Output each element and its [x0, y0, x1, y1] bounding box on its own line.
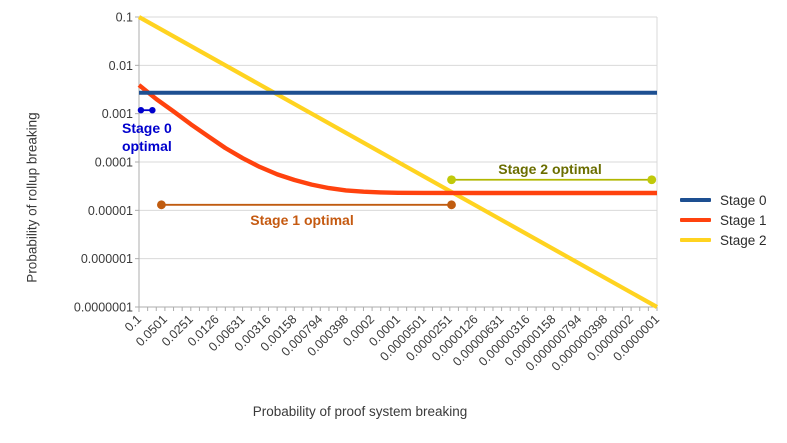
- y-axis-title: Probability of rollup breaking: [24, 112, 40, 283]
- stage-2-optimal-dot-end: [647, 175, 657, 185]
- legend-swatch-stage-0: [680, 198, 711, 202]
- y-tick-label-0.0001: 0.0001: [95, 156, 133, 170]
- x-axis-title: Probability of proof system breaking: [252, 404, 468, 419]
- legend-label-stage-2: Stage 2: [720, 232, 767, 248]
- stage-0-optimal-label: Stage 0: [122, 120, 172, 136]
- y-tick-label-0.0000001: 0.0000001: [74, 301, 133, 315]
- legend-item-stage-0: Stage 0: [680, 190, 767, 210]
- stage-1-optimal-dot-start: [157, 200, 166, 210]
- series-line-stage-1: [137, 83, 657, 196]
- y-tick-label-0.1: 0.1: [116, 11, 133, 25]
- series-line-stage-2: [137, 15, 659, 309]
- legend-swatch-stage-2: [680, 238, 711, 242]
- legend-item-stage-2: Stage 2: [680, 230, 767, 250]
- legend-item-stage-1: Stage 1: [680, 210, 767, 230]
- legend-label-stage-0: Stage 0: [720, 192, 767, 208]
- legend: Stage 0 Stage 1 Stage 2: [680, 190, 767, 250]
- stage-1-optimal-label: Stage 1 optimal: [250, 212, 353, 228]
- stage-2-optimal-dot-start: [447, 175, 456, 185]
- stage-0-optimal-dot-end: [149, 106, 156, 114]
- stage-1-optimal-dot-end: [447, 200, 456, 210]
- stage-2-optimal-label: Stage 2 optimal: [498, 161, 601, 177]
- y-tick-label-0.01: 0.01: [109, 59, 133, 73]
- y-tick-label-0.00001: 0.00001: [88, 204, 133, 218]
- y-tick-label-0.000001: 0.000001: [81, 252, 133, 266]
- stage-0-optimal-label: optimal: [122, 138, 172, 154]
- stage-0-optimal-dot-start: [137, 106, 145, 114]
- y-tick-label-0.001: 0.001: [102, 107, 133, 121]
- legend-swatch-stage-1: [680, 218, 711, 222]
- legend-label-stage-1: Stage 1: [720, 212, 767, 228]
